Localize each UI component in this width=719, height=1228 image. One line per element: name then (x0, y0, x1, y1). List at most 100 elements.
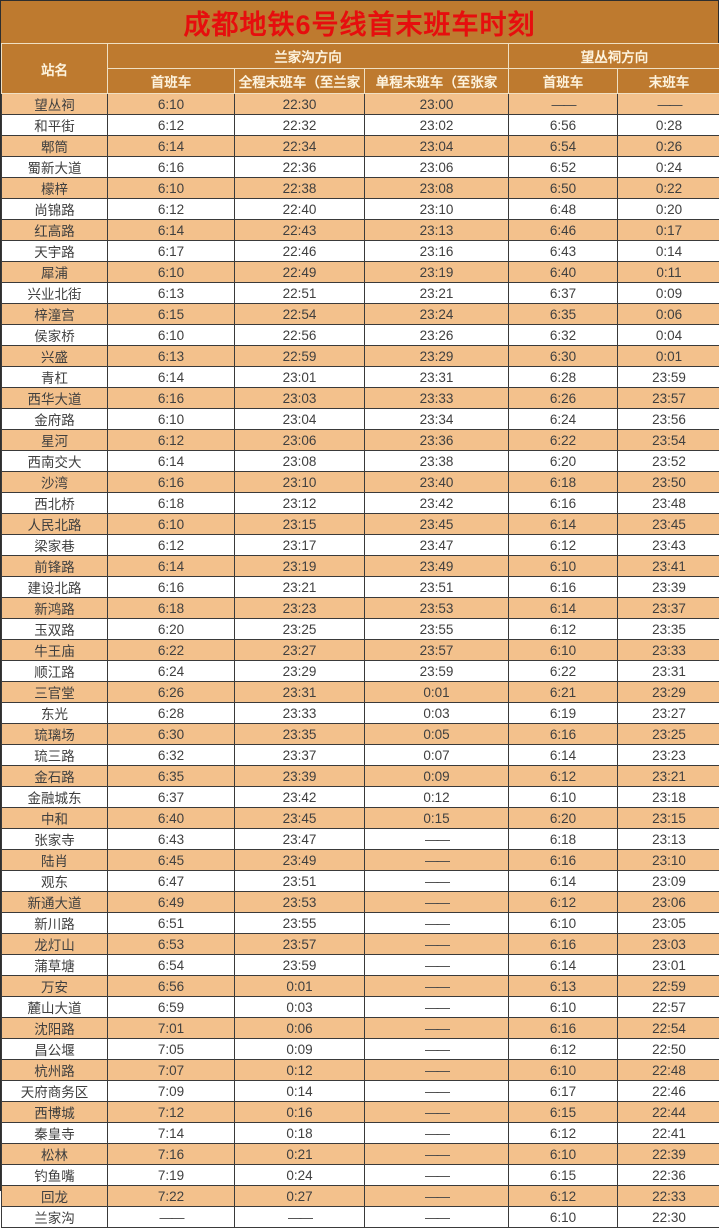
time-cell: 6:18 (509, 829, 618, 850)
table-row: 沙湾 6:16 23:10 23:40 6:18 23:50 (2, 472, 719, 493)
time-cell: 6:12 (108, 115, 235, 136)
time-cell: 0:17 (618, 220, 719, 241)
time-cell: 23:17 (235, 535, 365, 556)
time-cell: 22:46 (235, 241, 365, 262)
station-name: 青杠 (2, 367, 108, 388)
time-cell: 23:01 (618, 955, 719, 976)
time-cell: 6:12 (509, 1123, 618, 1144)
time-cell: 6:17 (108, 241, 235, 262)
time-cell: 22:32 (235, 115, 365, 136)
time-cell: —— (365, 1081, 509, 1102)
time-cell: 6:10 (108, 178, 235, 199)
time-cell: 6:10 (509, 1060, 618, 1081)
station-name: 三官堂 (2, 682, 108, 703)
time-cell: 23:41 (618, 556, 719, 577)
station-name: 郫筒 (2, 136, 108, 157)
time-cell: 23:23 (235, 598, 365, 619)
time-cell: 23:45 (235, 808, 365, 829)
header-subrow: 首班车 全程末班车（至兰家 单程末班车（至张家 首班车 末班车 (2, 69, 719, 94)
station-name: 麓山大道 (2, 997, 108, 1018)
time-cell: 23:54 (618, 430, 719, 451)
time-cell: 6:10 (108, 262, 235, 283)
station-name: 犀浦 (2, 262, 108, 283)
station-column-header: 站名 (2, 44, 108, 94)
time-cell: 23:48 (618, 493, 719, 514)
time-cell: 6:48 (509, 199, 618, 220)
table-row: 蜀新大道 6:16 22:36 23:06 6:52 0:24 (2, 157, 719, 178)
table-row: 松林 7:16 0:21 —— 6:10 22:39 (2, 1144, 719, 1165)
time-cell: 0:14 (235, 1081, 365, 1102)
table-row: 陆肖 6:45 23:49 —— 6:16 23:10 (2, 850, 719, 871)
station-name: 沈阳路 (2, 1018, 108, 1039)
time-cell: —— (365, 976, 509, 997)
station-name: 兴盛 (2, 346, 108, 367)
time-cell: 22:34 (235, 136, 365, 157)
time-cell: 6:14 (509, 514, 618, 535)
time-cell: 0:05 (365, 724, 509, 745)
table-row: 龙灯山 6:53 23:57 —— 6:16 23:03 (2, 934, 719, 955)
table-row: 三官堂 6:26 23:31 0:01 6:21 23:29 (2, 682, 719, 703)
time-cell: 22:36 (618, 1165, 719, 1186)
station-name: 金融城东 (2, 787, 108, 808)
time-cell: 6:54 (509, 136, 618, 157)
time-cell: 0:12 (235, 1060, 365, 1081)
time-cell: 6:10 (108, 409, 235, 430)
time-cell: 23:34 (365, 409, 509, 430)
time-cell: —— (365, 913, 509, 934)
table-row: 顺江路 6:24 23:29 23:59 6:22 23:31 (2, 661, 719, 682)
time-cell: 6:24 (108, 661, 235, 682)
station-name: 新通大道 (2, 892, 108, 913)
time-cell: 0:04 (618, 325, 719, 346)
time-cell: 7:16 (108, 1144, 235, 1165)
station-name: 兴业北街 (2, 283, 108, 304)
time-cell: 23:10 (365, 199, 509, 220)
direction-wangcongci-header: 望丛祠方向 (509, 44, 719, 69)
time-cell: 23:19 (235, 556, 365, 577)
col-header-short-last-train: 单程末班车（至张家 (365, 69, 509, 94)
time-cell: 6:10 (509, 997, 618, 1018)
time-cell: —— (108, 1207, 235, 1228)
time-cell: 0:01 (618, 346, 719, 367)
time-cell: 6:20 (509, 451, 618, 472)
time-cell: 22:30 (235, 94, 365, 115)
time-cell: 6:59 (108, 997, 235, 1018)
time-cell: 7:12 (108, 1102, 235, 1123)
table-row: 秦皇寺 7:14 0:18 —— 6:12 22:41 (2, 1123, 719, 1144)
time-cell: 23:53 (365, 598, 509, 619)
time-cell: 23:27 (235, 640, 365, 661)
time-cell: 23:12 (235, 493, 365, 514)
station-name: 钓鱼嘴 (2, 1165, 108, 1186)
table-row: 人民北路 6:10 23:15 23:45 6:14 23:45 (2, 514, 719, 535)
table-row: 玉双路 6:20 23:25 23:55 6:12 23:35 (2, 619, 719, 640)
time-cell: 6:30 (509, 346, 618, 367)
time-cell: 0:16 (235, 1102, 365, 1123)
time-cell: 23:04 (365, 136, 509, 157)
header-group-row: 站名 兰家沟方向 望丛祠方向 (2, 44, 719, 69)
timetable: 站名 兰家沟方向 望丛祠方向 首班车 全程末班车（至兰家 单程末班车（至张家 首… (1, 43, 719, 1228)
station-name: 星河 (2, 430, 108, 451)
time-cell: 6:22 (509, 661, 618, 682)
time-cell: 23:00 (365, 94, 509, 115)
time-cell: 6:32 (509, 325, 618, 346)
table-row: 西北桥 6:18 23:12 23:42 6:16 23:48 (2, 493, 719, 514)
time-cell: 0:09 (618, 283, 719, 304)
station-name: 天府商务区 (2, 1081, 108, 1102)
station-name: 金府路 (2, 409, 108, 430)
time-cell: 22:33 (618, 1186, 719, 1207)
time-cell: 23:37 (618, 598, 719, 619)
time-cell: 23:49 (365, 556, 509, 577)
station-name: 金石路 (2, 766, 108, 787)
time-cell: 0:11 (618, 262, 719, 283)
time-cell: 6:13 (108, 346, 235, 367)
table-row: 星河 6:12 23:06 23:36 6:22 23:54 (2, 430, 719, 451)
time-cell: 6:16 (509, 850, 618, 871)
time-cell: 6:12 (509, 1039, 618, 1060)
table-row: 沈阳路 7:01 0:06 —— 6:16 22:54 (2, 1018, 719, 1039)
time-cell: 23:55 (235, 913, 365, 934)
time-cell: 6:12 (509, 1186, 618, 1207)
time-cell: 23:03 (618, 934, 719, 955)
table-row: 西南交大 6:14 23:08 23:38 6:20 23:52 (2, 451, 719, 472)
station-name: 顺江路 (2, 661, 108, 682)
time-cell: 23:01 (235, 367, 365, 388)
station-name: 张家寺 (2, 829, 108, 850)
